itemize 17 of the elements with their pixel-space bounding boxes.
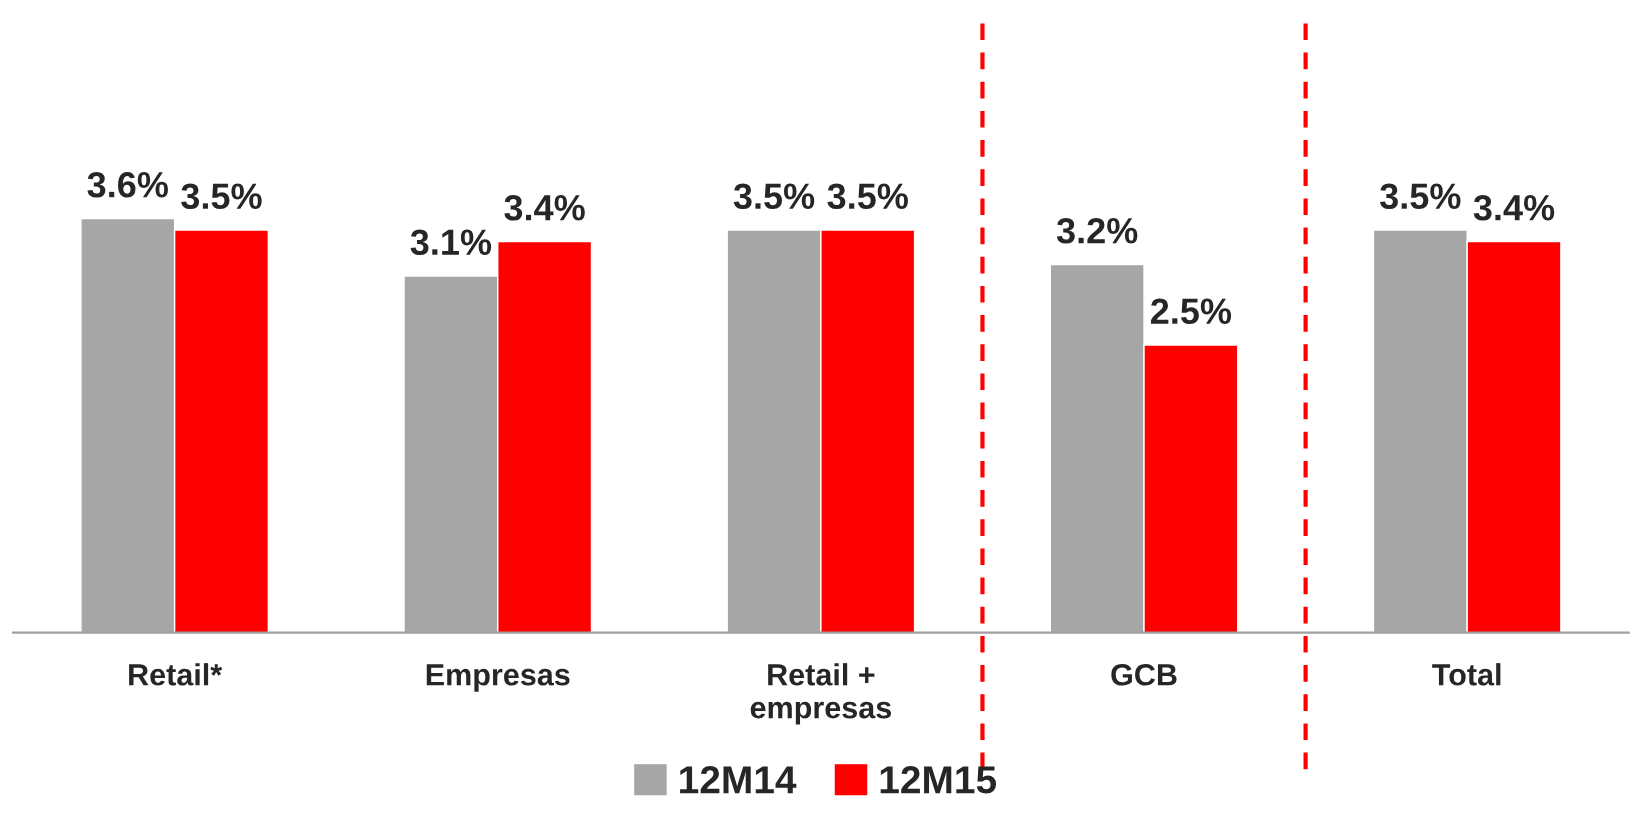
- legend-label: 12M14: [680, 766, 797, 794]
- x-tick-label: Retail + empresas: [750, 663, 891, 725]
- data-label: 3.1%: [410, 229, 492, 256]
- x-tick-label: Empresas: [426, 664, 570, 692]
- data-label: 3.2%: [1056, 217, 1138, 244]
- x-tick-label: Total: [1432, 663, 1501, 686]
- data-label: 3.5%: [181, 183, 262, 210]
- legend-label: 12M15: [880, 766, 997, 794]
- data-label: 3.4%: [1473, 194, 1555, 221]
- data-label: 2.5%: [1150, 298, 1232, 325]
- x-tick-label: GCB: [1111, 663, 1177, 686]
- data-label: 3.4%: [504, 194, 585, 221]
- data-label: 3.5%: [733, 183, 815, 210]
- data-label: 3.5%: [827, 183, 908, 210]
- data-label: 3.5%: [1379, 183, 1461, 210]
- data-label: 3.6%: [87, 171, 168, 198]
- x-tick-label: Retail*: [129, 663, 223, 686]
